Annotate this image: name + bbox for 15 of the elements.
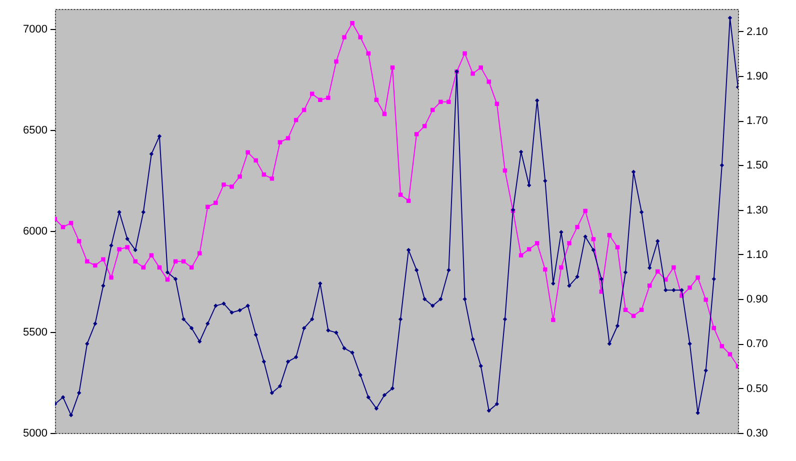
y2-tick-label: 1.70 — [746, 115, 768, 128]
y2-tick-label: 0.90 — [746, 294, 768, 306]
y-tick-label: 5000 — [23, 428, 48, 440]
y2-tick-label: 1.30 — [746, 204, 768, 216]
y-tick-label: 6000 — [23, 226, 48, 238]
y2-tick-label: 0.50 — [746, 382, 768, 395]
y2-tick-label: 1.50 — [746, 160, 768, 172]
y2-tick-label: 0.30 — [746, 428, 768, 440]
y-tick-label: 5500 — [23, 326, 48, 339]
y2-tick-label: 1.10 — [746, 248, 768, 261]
y2-tick-label: 0.70 — [746, 338, 768, 350]
y2-tick-label: 1.90 — [746, 70, 768, 82]
y2-tick-label: 2.10 — [746, 26, 768, 38]
y-tick-label: 7000 — [23, 24, 48, 36]
y-tick-label: 6500 — [23, 124, 48, 137]
